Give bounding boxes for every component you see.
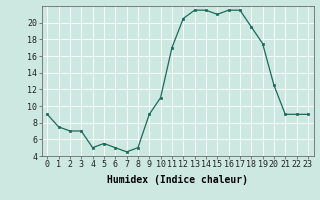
X-axis label: Humidex (Indice chaleur): Humidex (Indice chaleur) <box>107 175 248 185</box>
